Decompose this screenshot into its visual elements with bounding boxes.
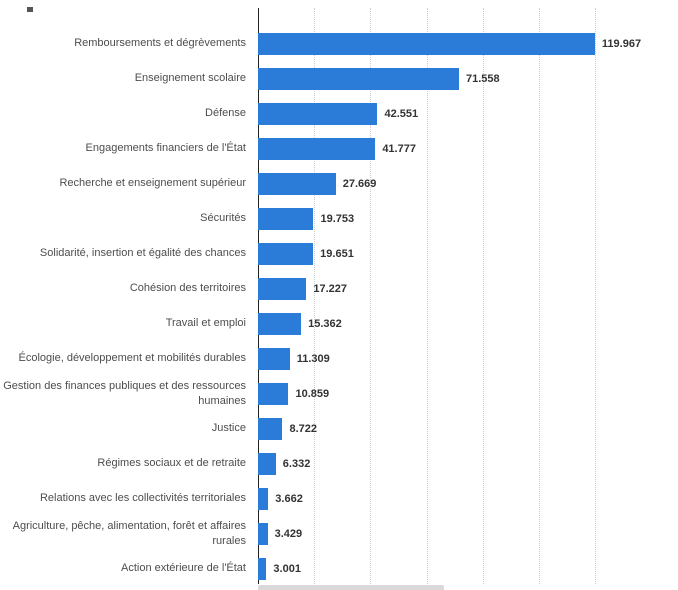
value-label: 119.967: [601, 37, 642, 50]
bar: [258, 347, 290, 370]
gridline: [370, 8, 372, 584]
gridline: [538, 8, 540, 584]
value-label: 3.001: [273, 562, 301, 575]
bar: [258, 32, 595, 55]
bar: [258, 522, 268, 545]
gridline: [595, 8, 596, 584]
value-label: 11.309: [296, 352, 330, 365]
chart-row: Enseignement scolaire 71.558: [0, 61, 678, 96]
chart-row: Engagements financiers de l'État 41.777: [0, 131, 678, 166]
category-label: Enseignement scolaire: [134, 72, 246, 85]
bar: [258, 207, 314, 230]
bar-area: 119.967: [258, 26, 678, 61]
value-label: 3.662: [275, 492, 303, 505]
chart-row: Solidarité, insertion et égalité des cha…: [0, 236, 678, 271]
bar: [258, 557, 267, 580]
chart-row: Sécurités 19.753: [0, 201, 678, 236]
chart-row: Remboursements et dégrèvements 119.967: [0, 26, 678, 61]
chart-row: Relations avec les collectivités territo…: [0, 481, 678, 516]
gridline: [426, 8, 428, 584]
category-label: Action extérieure de l'État: [120, 562, 246, 575]
category-label: Relations avec les collectivités territo…: [39, 492, 246, 505]
value-label: 71.558: [465, 72, 500, 85]
bar: [258, 452, 276, 475]
bar-area: 71.558: [258, 61, 678, 96]
bar-area: 11.309: [258, 341, 678, 376]
category-label: Sécurités: [200, 212, 246, 225]
value-label: 42.551: [384, 107, 419, 120]
category-label: Solidarité, insertion et égalité des cha…: [39, 247, 246, 260]
bar-area: 3.001: [258, 551, 678, 586]
value-label: 17.227: [313, 282, 348, 295]
gridline: [314, 8, 316, 584]
value-label: 3.429: [274, 527, 303, 540]
chart-row: Agriculture, pêche, alimentation, forêt …: [0, 516, 678, 551]
bar: [258, 137, 376, 160]
bar: [258, 102, 378, 125]
bar-area: 6.332: [258, 446, 678, 481]
category-label: Justice: [211, 422, 246, 435]
value-label: 6.332: [282, 457, 311, 470]
bar-area: 17.227: [258, 271, 678, 306]
bar-area: 3.429: [258, 516, 678, 551]
chart-row: Action extérieure de l'État 3.001: [0, 551, 678, 586]
bar-area: 42.551: [258, 96, 678, 131]
gridline: [482, 8, 484, 584]
value-label: 19.753: [320, 212, 355, 225]
bar: [258, 312, 302, 335]
category-label: Gestion des finances publiques et des re…: [3, 380, 246, 407]
bar: [258, 67, 459, 90]
chart-row: Justice 8.722: [0, 411, 678, 446]
category-label: Engagements financiers de l'État: [85, 142, 246, 155]
chart-row: Régimes sociaux et de retraite 6.332: [0, 446, 678, 481]
bar-area: 19.753: [258, 201, 678, 236]
value-label: 10.859: [295, 387, 330, 400]
bar: [258, 417, 283, 440]
value-label: 19.651: [320, 247, 354, 260]
category-label: Écologie, développement et mobilités dur…: [18, 352, 246, 365]
footer-fragment: [258, 585, 444, 590]
category-label: Remboursements et dégrèvements: [74, 37, 246, 50]
bar-area: 27.669: [258, 166, 678, 201]
chart-row: Travail et emploi 15.362: [0, 306, 678, 341]
bar-area: 3.662: [258, 481, 678, 516]
bar-area: 15.362: [258, 306, 678, 341]
category-label: Défense: [205, 107, 246, 120]
bar-area: 41.777: [258, 131, 678, 166]
bar: [258, 277, 307, 300]
category-label: Régimes sociaux et de retraite: [97, 457, 246, 470]
bar: [258, 487, 269, 510]
bar-area: 8.722: [258, 411, 678, 446]
category-label: Recherche et enseignement supérieur: [59, 177, 246, 190]
chart-row: Recherche et enseignement supérieur 27.6…: [0, 166, 678, 201]
crop-artifact: [27, 7, 33, 12]
value-label: 8.722: [289, 422, 318, 435]
value-label: 41.777: [382, 142, 416, 155]
plot-area: Remboursements et dégrèvements 119.967 E…: [0, 26, 678, 586]
value-label: 27.669: [342, 177, 377, 190]
chart-row: Défense 42.551: [0, 96, 678, 131]
category-label: Agriculture, pêche, alimentation, forêt …: [12, 520, 246, 547]
bar-area: 10.859: [258, 376, 678, 411]
bar: [258, 382, 289, 405]
bar-area: 19.651: [258, 236, 678, 271]
category-label: Travail et emploi: [165, 317, 246, 330]
value-label: 15.362: [308, 317, 342, 330]
category-label: Cohésion des territoires: [129, 282, 246, 295]
bar: [258, 172, 336, 195]
chart-row: Cohésion des territoires 17.227: [0, 271, 678, 306]
chart-row: Écologie, développement et mobilités dur…: [0, 341, 678, 376]
bar: [258, 242, 314, 265]
chart-row: Gestion des finances publiques et des re…: [0, 376, 678, 411]
